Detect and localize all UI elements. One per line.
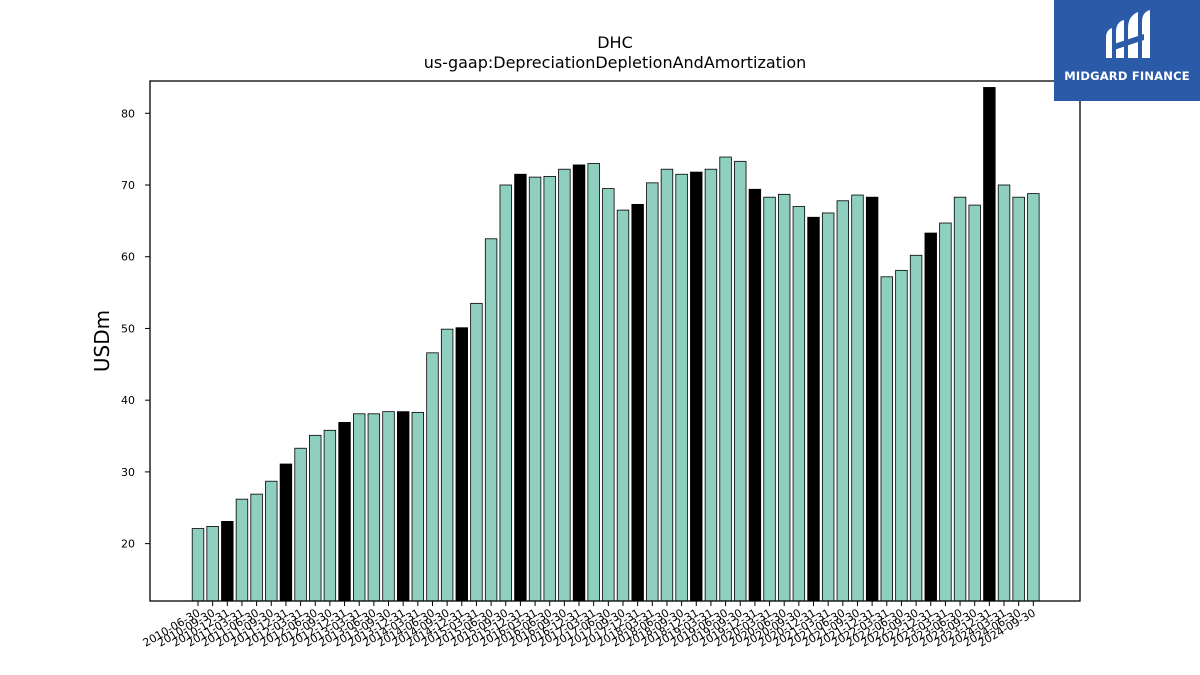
- bar-2021-09-30: [851, 194, 864, 602]
- bar-2023-03-31: [939, 222, 952, 602]
- y-axis-ticks: 20 30 40 50 60 70 80: [121, 107, 150, 551]
- bar-2015-09-30: [499, 184, 512, 602]
- bar-2020-12-31: [807, 216, 820, 602]
- y-tick-label: 30: [121, 466, 135, 479]
- bar-2014-09-30: [440, 328, 454, 602]
- y-tick-label: 50: [121, 322, 135, 335]
- bar-2021-12-31: [865, 196, 879, 602]
- bar-2017-12-31: [631, 203, 644, 602]
- chart-title: DHC: [597, 33, 633, 52]
- bar-2013-09-30: [382, 411, 395, 602]
- bar-2015-12-31: [514, 173, 527, 602]
- bar-2014-06-30: [426, 352, 439, 602]
- bar-2024-09-30: [1027, 193, 1040, 602]
- bar-2014-12-31: [455, 327, 468, 602]
- bar-2022-09-30: [909, 254, 923, 602]
- y-tick-label: 20: [121, 538, 135, 551]
- y-tick-label: 70: [121, 179, 135, 192]
- bar-2019-12-31: [748, 188, 762, 602]
- bar-2011-06-30: [250, 493, 263, 602]
- x-axis-ticks: 2010-06-302010-09-302010-12-312011-03-31…: [141, 601, 1038, 650]
- plot-frame: [149, 80, 1081, 602]
- bar-2017-09-30: [616, 209, 630, 602]
- bar-2013-06-30: [367, 413, 381, 602]
- bar-2023-06-30: [953, 196, 967, 602]
- bar-2018-09-30: [675, 173, 688, 602]
- bar-2012-09-30: [323, 429, 337, 602]
- bar-2019-09-30: [734, 160, 747, 602]
- bar-2020-09-30: [792, 206, 806, 602]
- bar-2010-09-30: [206, 526, 219, 602]
- bar-2018-03-31: [646, 182, 659, 602]
- bar-2016-06-30: [543, 175, 556, 602]
- chart-subtitle: us-gaap:DepreciationDepletionAndAmortiza…: [424, 53, 807, 72]
- bar-2019-03-31: [704, 168, 718, 602]
- bars: [191, 87, 1040, 602]
- bar-2020-03-31: [763, 196, 776, 602]
- bar-2013-03-31: [352, 413, 366, 602]
- bar-2012-12-31: [338, 422, 351, 602]
- bar-2018-06-30: [660, 168, 674, 602]
- brand-logo: MIDGARD FINANCE: [1054, 0, 1200, 101]
- y-tick-label: 60: [121, 251, 135, 264]
- bar-2013-12-31: [396, 411, 410, 602]
- bar-2021-03-31: [821, 212, 835, 602]
- bar-2016-03-31: [528, 176, 542, 602]
- bar-2010-06-30: [191, 528, 205, 602]
- bar-2022-03-31: [880, 276, 893, 602]
- bar-2015-03-31: [470, 302, 483, 602]
- bar-2011-03-31: [235, 498, 249, 602]
- bar-2014-03-31: [411, 411, 425, 602]
- bar-2017-03-31: [587, 163, 600, 602]
- bar-2016-09-30: [558, 168, 571, 602]
- bar-2021-06-30: [836, 200, 850, 602]
- bar-2012-06-30: [309, 434, 322, 602]
- bar-2010-12-31: [221, 520, 234, 602]
- bar-2022-12-31: [924, 232, 937, 602]
- y-axis-label: USDm: [90, 310, 114, 372]
- bar-2016-12-31: [572, 164, 586, 602]
- bar-2011-12-31: [279, 463, 293, 602]
- y-tick-label: 80: [121, 107, 135, 120]
- bar-2022-06-30: [895, 269, 908, 602]
- bar-2017-06-30: [602, 188, 615, 602]
- bar-2023-09-30: [968, 204, 981, 602]
- bar-2018-12-31: [690, 171, 703, 602]
- bar-2024-06-30: [1012, 196, 1025, 602]
- bar-2020-06-30: [778, 193, 791, 602]
- brand-logo-icon: [1106, 10, 1150, 58]
- bar-2015-06-30: [484, 238, 498, 602]
- y-tick-label: 40: [121, 394, 135, 407]
- bar-2024-03-31: [997, 184, 1011, 602]
- bar-2019-06-30: [719, 156, 732, 602]
- bar-2023-12-31: [983, 87, 996, 602]
- bar-2012-03-31: [294, 447, 307, 602]
- brand-logo-text: MIDGARD FINANCE: [1064, 69, 1190, 83]
- bar-2011-09-30: [265, 480, 278, 602]
